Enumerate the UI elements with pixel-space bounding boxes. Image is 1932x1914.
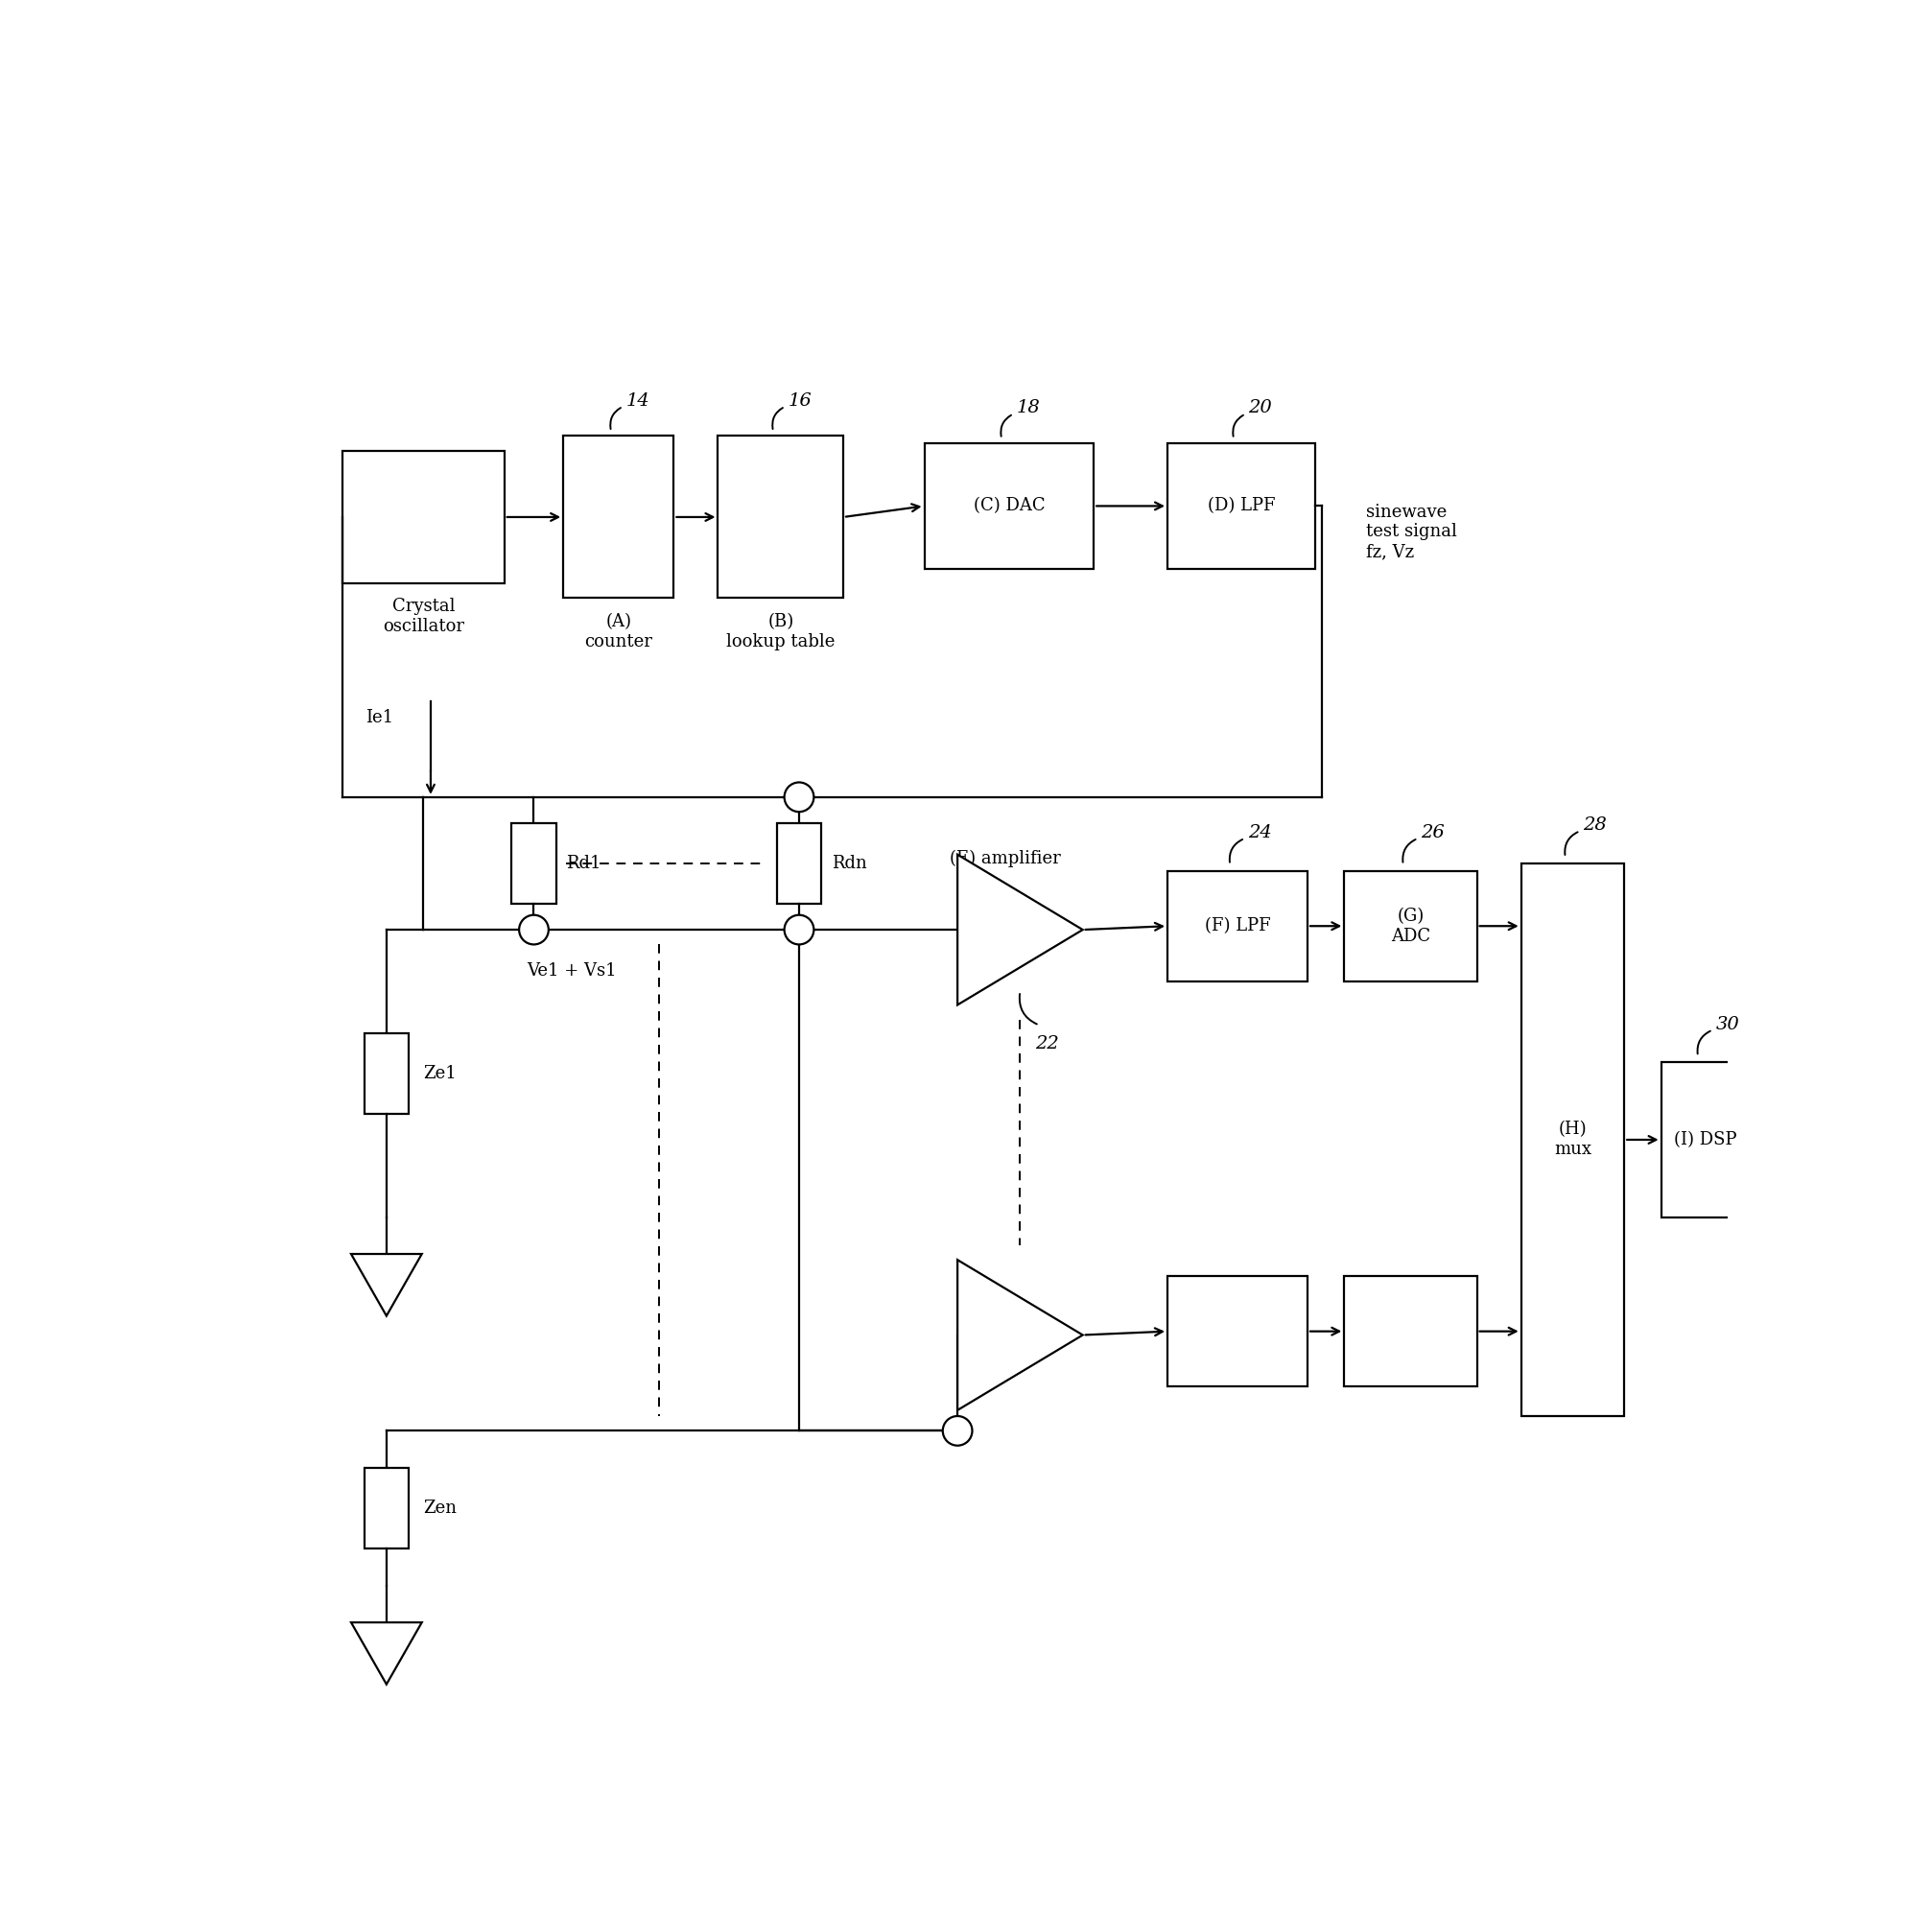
Text: 18: 18 [1016,400,1039,417]
Text: 22: 22 [1034,1035,1059,1053]
Polygon shape [956,854,1082,1005]
Text: (I) DSP: (I) DSP [1673,1131,1735,1148]
Circle shape [784,783,813,812]
Text: Ie1: Ie1 [365,708,394,725]
Bar [1660,1062,1748,1217]
Bar [562,436,674,597]
Bar [363,1468,408,1548]
Bar [777,823,821,903]
Text: (F) LPF: (F) LPF [1204,917,1269,934]
Text: Rd1: Rd1 [566,856,601,873]
Text: (G)
ADC: (G) ADC [1391,907,1430,946]
Text: Crystal
oscillator: Crystal oscillator [383,597,464,635]
Polygon shape [352,1623,421,1684]
Bar [1167,871,1306,982]
Text: (E) amplifier: (E) amplifier [951,850,1061,867]
Bar [342,452,504,584]
Text: (D) LPF: (D) LPF [1208,498,1275,515]
Text: Ze1: Ze1 [423,1064,456,1081]
Text: (H)
mux: (H) mux [1553,1122,1590,1158]
Bar [1343,871,1476,982]
Circle shape [784,915,813,944]
Text: 14: 14 [626,392,649,410]
Text: 20: 20 [1248,400,1271,417]
Bar [1520,863,1623,1416]
Text: 30: 30 [1716,1016,1739,1034]
Polygon shape [352,1254,421,1315]
Text: sinewave
test signal
fz, Vz: sinewave test signal fz, Vz [1366,503,1457,561]
Bar [363,1034,408,1114]
Polygon shape [956,1259,1082,1411]
Text: (B)
lookup table: (B) lookup table [726,612,835,651]
Bar [512,823,556,903]
Text: (C) DAC: (C) DAC [974,498,1045,515]
Text: 24: 24 [1248,825,1271,842]
Text: Zen: Zen [423,1499,456,1516]
Text: 28: 28 [1582,817,1605,835]
Circle shape [520,915,549,944]
Bar [1343,1277,1476,1386]
Circle shape [943,1416,972,1445]
Bar [923,444,1094,568]
Text: (A)
counter: (A) counter [583,612,653,651]
Text: 26: 26 [1420,825,1443,842]
Bar [717,436,842,597]
Text: 16: 16 [788,392,811,410]
Bar [1167,444,1314,568]
Text: Ve1 + Vs1: Ve1 + Vs1 [526,963,616,980]
Bar [1167,1277,1306,1386]
Text: Rdn: Rdn [831,856,866,873]
